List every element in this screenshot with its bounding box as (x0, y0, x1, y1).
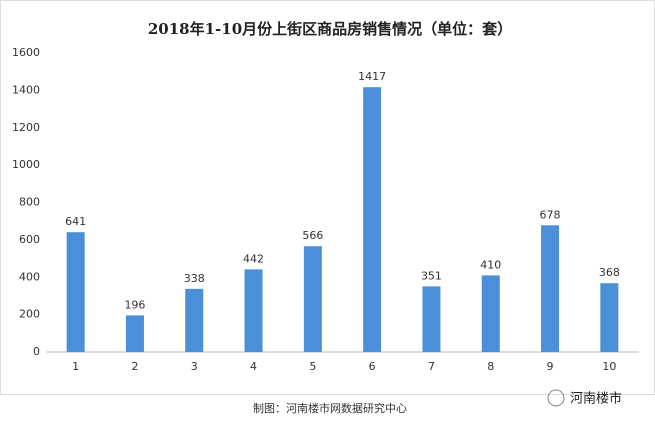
value-label: 196 (124, 298, 145, 311)
bar (303, 246, 322, 352)
value-label: 1417 (358, 70, 386, 83)
bar (66, 232, 85, 352)
x-tick-label: 4 (250, 360, 257, 373)
bar (125, 315, 144, 352)
x-tick-label: 1 (72, 360, 79, 373)
value-label: 442 (243, 252, 264, 265)
value-label: 368 (599, 266, 620, 279)
x-tick-label: 5 (309, 360, 316, 373)
bar (600, 283, 619, 352)
bar (541, 225, 560, 352)
value-label: 410 (480, 258, 501, 271)
logo-icon (547, 389, 565, 407)
y-tick-label: 0 (33, 345, 40, 358)
x-tick-label: 2 (131, 360, 138, 373)
x-tick-label: 8 (487, 360, 494, 373)
y-tick-label: 1600 (12, 46, 40, 59)
value-label: 678 (540, 208, 561, 221)
source-note: 制图：河南楼市网数据研究中心 (253, 401, 407, 415)
value-label: 351 (421, 269, 442, 282)
y-tick-label: 800 (19, 196, 40, 209)
bar (185, 288, 204, 352)
x-tick-label: 9 (547, 360, 554, 373)
value-label: 641 (65, 215, 86, 228)
value-label: 566 (302, 229, 323, 242)
bar (422, 286, 441, 352)
chart-title: 2018年1-10月份上街区商品房销售情况（单位：套） (148, 20, 512, 38)
x-tick-label: 7 (428, 360, 435, 373)
y-tick-label: 600 (19, 233, 40, 246)
y-tick-label: 1400 (12, 83, 40, 96)
logo-text: 河南楼市 (570, 391, 622, 407)
x-tick-label: 10 (602, 360, 616, 373)
bar (244, 269, 263, 352)
bar (363, 87, 382, 353)
x-tick-label: 6 (369, 360, 376, 373)
bar (481, 275, 500, 352)
y-tick-label: 200 (19, 308, 40, 321)
x-tick-label: 3 (191, 360, 198, 373)
y-tick-label: 400 (19, 270, 40, 283)
y-tick-label: 1000 (12, 158, 40, 171)
y-tick-label: 1200 (12, 121, 40, 134)
value-label: 338 (184, 272, 205, 285)
